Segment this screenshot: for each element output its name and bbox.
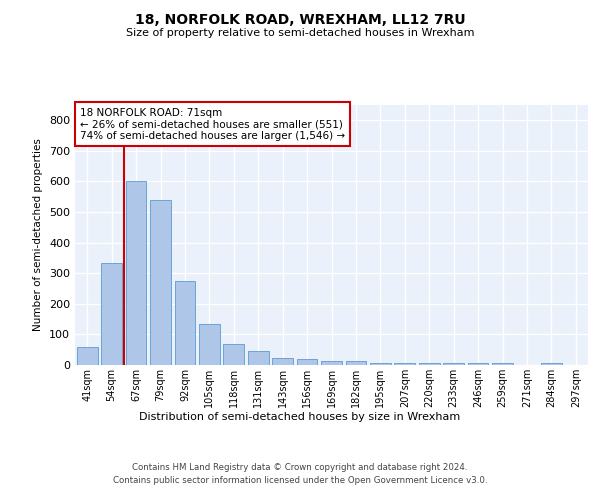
Text: Contains HM Land Registry data © Crown copyright and database right 2024.: Contains HM Land Registry data © Crown c… [132,462,468,471]
Text: 18 NORFOLK ROAD: 71sqm
← 26% of semi-detached houses are smaller (551)
74% of se: 18 NORFOLK ROAD: 71sqm ← 26% of semi-det… [80,108,345,141]
Bar [492,364,513,365]
Y-axis label: Number of semi-detached properties: Number of semi-detached properties [34,138,43,332]
Bar [223,344,244,365]
Bar [346,360,367,365]
Bar [101,262,122,365]
Text: Size of property relative to semi-detached houses in Wrexham: Size of property relative to semi-detach… [126,28,474,38]
Text: 18, NORFOLK ROAD, WREXHAM, LL12 7RU: 18, NORFOLK ROAD, WREXHAM, LL12 7RU [134,12,466,26]
Text: Contains public sector information licensed under the Open Government Licence v3: Contains public sector information licen… [113,476,487,485]
Bar [443,363,464,365]
Bar [541,362,562,365]
Bar [321,361,342,365]
Bar [175,281,196,365]
Bar [419,363,440,365]
Bar [467,363,488,365]
Bar [199,324,220,365]
Text: Distribution of semi-detached houses by size in Wrexham: Distribution of semi-detached houses by … [139,412,461,422]
Bar [272,358,293,365]
Bar [150,200,171,365]
Bar [248,351,269,365]
Bar [125,182,146,365]
Bar [296,359,317,365]
Bar [394,363,415,365]
Bar [77,346,98,365]
Bar [370,363,391,365]
